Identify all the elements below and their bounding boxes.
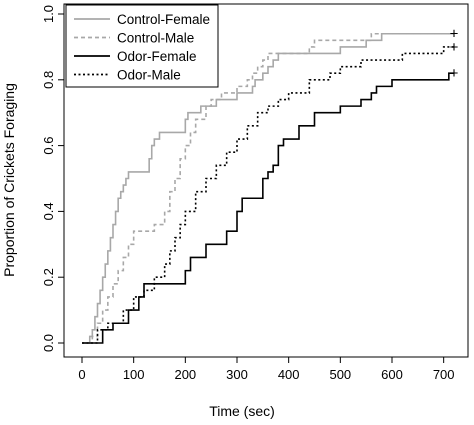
x-axis-title: Time (sec) xyxy=(209,403,275,419)
series-line-odor-female xyxy=(82,72,454,344)
series-line-control-male xyxy=(82,32,454,344)
x-tick-label: 100 xyxy=(123,367,145,382)
legend: Control-Female Control-Male Odor-Female Odo… xyxy=(65,4,219,88)
legend-label: Odor-Female xyxy=(117,49,197,64)
censor-mark: + xyxy=(450,39,459,56)
y-tick-label: 0.4 xyxy=(41,202,56,220)
x-tick-label: 700 xyxy=(433,367,455,382)
y-tick-label: 0.0 xyxy=(41,334,56,352)
y-axis-title: Proportion of Crickets Foraging xyxy=(1,83,17,277)
legend-label: Odor-Male xyxy=(117,68,181,83)
plot-border xyxy=(63,3,469,358)
series-lines: +++ xyxy=(82,26,459,344)
x-tick-label: 0 xyxy=(78,367,85,382)
y-tick-label: 0.6 xyxy=(41,137,56,155)
x-tick-label: 200 xyxy=(174,367,196,382)
x-tick-label: 500 xyxy=(329,367,351,382)
y-tick-label: 1.0 xyxy=(41,5,56,23)
legend-label: Control-Male xyxy=(117,31,194,46)
x-tick-label: 300 xyxy=(226,367,248,382)
x-tick-label: 400 xyxy=(278,367,300,382)
x-axis: 0 100 200 300 400 500 600 700 xyxy=(78,357,455,382)
censor-mark: + xyxy=(450,26,459,43)
y-tick-label: 0.2 xyxy=(41,268,56,286)
plot-frame xyxy=(63,3,469,358)
y-tick-label: 0.8 xyxy=(41,71,56,89)
legend-label: Control-Female xyxy=(117,12,210,27)
series-line-control-female xyxy=(82,32,454,344)
censor-mark: + xyxy=(450,65,459,82)
y-axis: 0.0 0.2 0.4 0.6 0.8 1.0 xyxy=(41,5,64,352)
x-tick-label: 600 xyxy=(381,367,403,382)
series-line-odor-male xyxy=(82,46,454,344)
